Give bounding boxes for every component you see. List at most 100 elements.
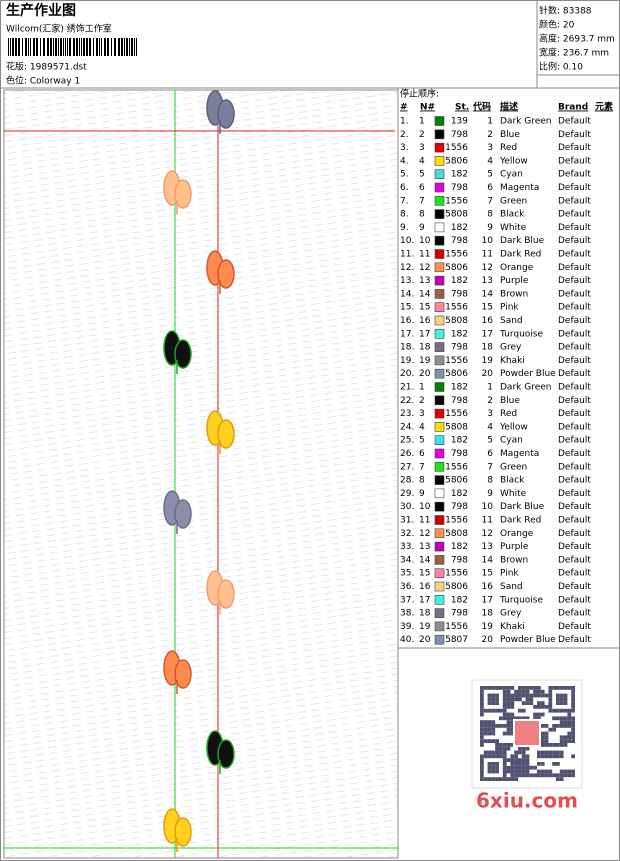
qr-cell [559, 739, 564, 743]
qr-cell [502, 712, 507, 717]
qr-cell [510, 697, 515, 702]
row-index: 12. [400, 263, 414, 273]
stitches: 5806 [445, 263, 468, 273]
row-index: 13. [400, 276, 414, 286]
qr-cell [525, 773, 530, 778]
qr-cell [506, 689, 511, 694]
bar [40, 38, 41, 56]
qr-cell [491, 777, 496, 781]
qr-cell [540, 689, 545, 694]
row-index: 33. [400, 542, 414, 552]
needle: 17 [419, 329, 430, 339]
bar [81, 38, 82, 56]
code: 13 [482, 542, 493, 552]
qr-cell [514, 762, 518, 766]
qr-cell [510, 773, 515, 778]
qr-cell [540, 701, 545, 705]
qr-cell [480, 712, 484, 717]
qr-cell [487, 693, 492, 698]
qr-cell [514, 750, 518, 755]
qr-cell [518, 769, 522, 774]
row-index: 20. [400, 369, 414, 379]
brand: Default [558, 635, 591, 645]
swatch [434, 196, 445, 206]
qr-cell [518, 689, 522, 694]
qr-cell [502, 750, 507, 755]
code: 18 [482, 343, 494, 353]
qr-cell [548, 750, 553, 755]
needle: 15 [419, 303, 430, 313]
qr-cell [480, 693, 484, 698]
doc-title: 生产作业图 [6, 2, 76, 19]
qr-cell [563, 769, 568, 774]
qr-cell [525, 697, 530, 702]
needle: 7 [419, 462, 425, 472]
brand: Default [558, 569, 591, 579]
brand: Default [558, 263, 591, 273]
column-header: 代码 [472, 101, 491, 113]
brand: Default [558, 542, 591, 552]
bar [118, 38, 120, 56]
qr-cell [495, 686, 499, 690]
swatch [434, 501, 445, 512]
stitches: 182 [451, 436, 468, 446]
brand: Default [558, 143, 591, 153]
qr-cell [510, 720, 515, 724]
leaf [174, 339, 192, 369]
qr-cell [571, 697, 575, 702]
qr-cell [571, 724, 575, 728]
code: 10 [482, 236, 494, 246]
description: Turquoise [499, 595, 543, 605]
needle: 10 [419, 502, 431, 512]
qr-cell [491, 697, 496, 702]
needle: 10 [419, 236, 431, 246]
row-index: 27. [400, 462, 414, 472]
qr-cell [563, 735, 568, 740]
stitches: 182 [451, 170, 468, 180]
code: 14 [482, 289, 494, 299]
qr-cell [487, 731, 492, 736]
qr-cell [518, 750, 522, 755]
qr-cell [540, 769, 545, 774]
code: 3 [487, 143, 493, 153]
qr-cell [544, 750, 549, 755]
bar [8, 38, 9, 56]
qr-cell [480, 758, 484, 762]
description: Black [500, 210, 525, 220]
qr-cell [533, 689, 537, 694]
leaf-motif [163, 490, 192, 534]
row-index: 2. [400, 130, 409, 140]
qr-cell [514, 765, 518, 770]
qr-cell [563, 716, 568, 721]
code: 5 [487, 170, 493, 180]
qr-cell [495, 693, 499, 698]
row-index: 7. [400, 196, 409, 206]
qr-cell [491, 750, 496, 755]
code: 12 [482, 263, 493, 273]
qr-cell [491, 769, 496, 774]
qr-cell [487, 765, 492, 770]
qr-cell [540, 750, 545, 755]
qr-cell [537, 689, 541, 694]
bar [15, 38, 17, 56]
qr-cell [514, 777, 518, 781]
qr-cell [567, 712, 572, 717]
qr-cell [480, 686, 484, 690]
swatch [434, 634, 445, 645]
qr-cell [487, 727, 492, 732]
swatch [434, 169, 445, 179]
leaf [174, 179, 192, 209]
qr-cell [495, 724, 499, 728]
qr-cell [510, 705, 515, 709]
brand: Default [558, 289, 591, 299]
qr-cell [518, 765, 522, 770]
bar [99, 38, 100, 56]
qr-cell [510, 758, 515, 762]
stitches: 1556 [445, 569, 468, 579]
bar [101, 38, 102, 56]
brand: Default [558, 396, 591, 406]
qr-cell [559, 777, 564, 781]
row-index: 10. [400, 236, 414, 246]
qr-cell [525, 762, 530, 766]
needle: 19 [419, 356, 431, 366]
